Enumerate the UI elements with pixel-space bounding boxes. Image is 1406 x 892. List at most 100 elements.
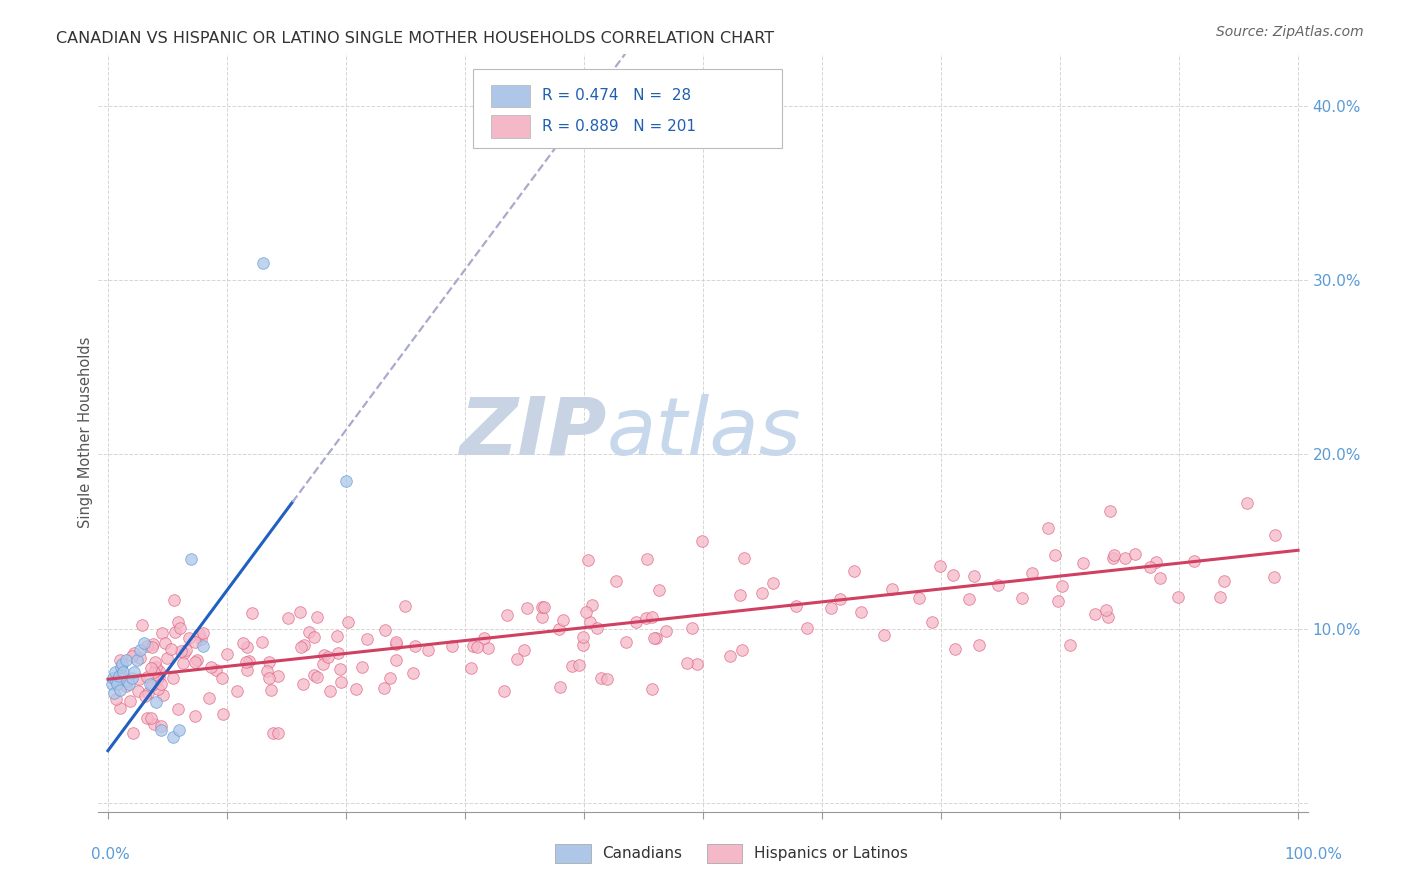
Point xyxy=(849,605,872,619)
Point xyxy=(1038,521,1060,535)
Point xyxy=(267,669,290,683)
Point xyxy=(785,599,807,613)
Point xyxy=(636,611,658,625)
Point xyxy=(872,627,894,641)
Point xyxy=(681,621,703,635)
Point xyxy=(394,599,416,613)
Text: 100.0%: 100.0% xyxy=(1285,847,1343,862)
Point xyxy=(305,610,328,624)
Point xyxy=(1046,593,1069,607)
Point xyxy=(561,659,583,673)
Point xyxy=(352,659,374,673)
Point xyxy=(589,672,612,686)
Point xyxy=(291,677,314,691)
Point xyxy=(143,655,166,669)
Point xyxy=(1264,528,1286,542)
Point xyxy=(575,605,598,619)
Point xyxy=(184,655,207,669)
Point xyxy=(156,651,179,665)
Point xyxy=(235,655,257,669)
Point xyxy=(586,621,609,635)
Point xyxy=(319,684,342,698)
Point xyxy=(645,632,668,646)
Point xyxy=(107,669,129,683)
Point xyxy=(579,615,602,629)
Point xyxy=(1099,504,1122,518)
Point xyxy=(267,726,290,740)
Point xyxy=(104,665,127,680)
Point xyxy=(148,670,170,684)
Point xyxy=(1059,639,1081,653)
Point xyxy=(548,623,571,637)
Point xyxy=(908,591,931,606)
Point xyxy=(441,639,464,653)
Point xyxy=(236,640,259,654)
Point xyxy=(416,643,439,657)
Point xyxy=(180,552,202,566)
Point xyxy=(143,665,166,679)
Point xyxy=(516,600,538,615)
Point xyxy=(167,702,190,716)
Point xyxy=(193,625,215,640)
Point xyxy=(337,615,360,630)
Point xyxy=(929,559,952,574)
Point xyxy=(122,726,145,740)
Point xyxy=(174,642,197,657)
Point xyxy=(506,652,529,666)
Point xyxy=(159,642,181,657)
Point xyxy=(330,675,353,690)
Point xyxy=(882,582,904,597)
Text: Hispanics or Latinos: Hispanics or Latinos xyxy=(754,847,907,861)
Point xyxy=(252,634,274,648)
Point xyxy=(170,644,193,658)
Point xyxy=(141,640,163,654)
Point xyxy=(162,730,184,744)
Point xyxy=(105,692,128,706)
Point xyxy=(108,682,131,697)
Point xyxy=(100,677,122,691)
Point xyxy=(190,632,212,647)
Point xyxy=(465,640,488,654)
Point xyxy=(987,577,1010,591)
Point xyxy=(148,664,170,678)
Point xyxy=(730,588,752,602)
Point xyxy=(198,691,221,706)
Point xyxy=(134,689,156,703)
Point xyxy=(496,607,519,622)
Point xyxy=(149,719,172,733)
Point xyxy=(1102,550,1125,565)
Point xyxy=(1167,590,1189,604)
Point xyxy=(139,711,162,725)
Bar xyxy=(707,844,742,863)
Point xyxy=(162,671,184,685)
Point xyxy=(312,657,335,672)
Point xyxy=(1050,579,1073,593)
Point xyxy=(225,684,247,698)
Text: R = 0.889   N = 201: R = 0.889 N = 201 xyxy=(543,119,696,134)
Point xyxy=(314,648,336,663)
Point xyxy=(401,665,423,680)
Point xyxy=(921,615,943,629)
Point xyxy=(142,637,165,651)
Point xyxy=(252,255,274,269)
Point xyxy=(184,635,207,649)
Text: Source: ZipAtlas.com: Source: ZipAtlas.com xyxy=(1216,25,1364,39)
Point xyxy=(1263,569,1285,583)
Point xyxy=(298,625,321,640)
Point xyxy=(118,677,141,691)
Point xyxy=(572,631,595,645)
Point xyxy=(141,678,163,692)
Point xyxy=(605,574,627,588)
Text: CANADIAN VS HISPANIC OR LATINO SINGLE MOTHER HOUSEHOLDS CORRELATION CHART: CANADIAN VS HISPANIC OR LATINO SINGLE MO… xyxy=(56,31,775,46)
Point xyxy=(132,635,155,649)
Point xyxy=(259,655,281,669)
Point xyxy=(460,660,482,674)
Point xyxy=(1236,496,1258,510)
Point xyxy=(530,609,553,624)
Point xyxy=(262,725,284,739)
Point xyxy=(1095,603,1118,617)
Point xyxy=(152,688,174,702)
Point xyxy=(1084,607,1107,622)
Point xyxy=(240,606,263,620)
Point xyxy=(163,624,186,639)
